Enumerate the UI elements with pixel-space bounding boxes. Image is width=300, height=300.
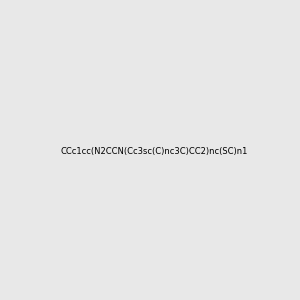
Text: CCc1cc(N2CCN(Cc3sc(C)nc3C)CC2)nc(SC)n1: CCc1cc(N2CCN(Cc3sc(C)nc3C)CC2)nc(SC)n1	[60, 147, 248, 156]
